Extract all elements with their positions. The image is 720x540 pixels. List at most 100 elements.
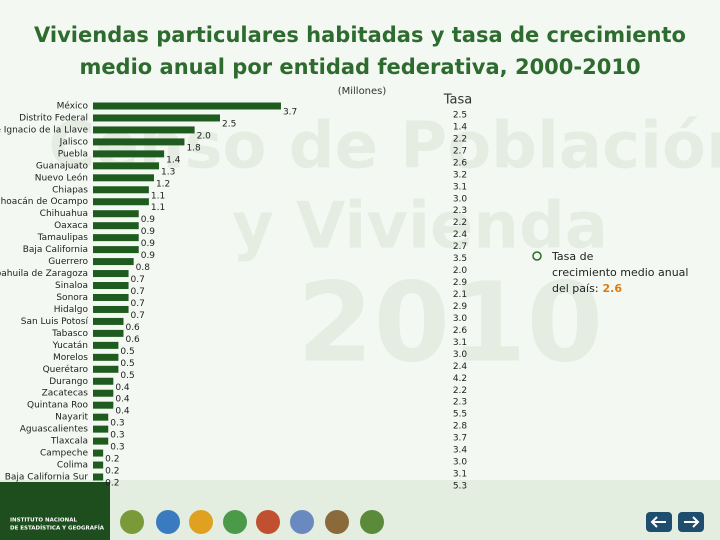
category-label: Nuevo León <box>35 172 88 183</box>
bar <box>93 437 109 445</box>
tasa-label: 3.0 <box>453 458 468 468</box>
note-line: Tasa de <box>551 250 594 263</box>
category-label: Oaxaca <box>54 221 88 231</box>
category-label: Guanajuato <box>36 161 89 171</box>
watermark: Censo de Población <box>49 110 720 184</box>
logo-box <box>0 482 110 540</box>
axis-label: (Millones) <box>338 86 387 97</box>
bar <box>93 329 124 337</box>
bar <box>93 282 129 290</box>
bar <box>93 425 109 433</box>
category-label: Michoacán de Ocampo <box>0 197 88 207</box>
tasa-label: 1.4 <box>453 122 468 132</box>
value-label: 0.4 <box>115 395 130 405</box>
bar <box>93 234 139 242</box>
category-label: Chiapas <box>52 185 88 195</box>
tasa-label: 2.1 <box>453 290 467 300</box>
category-label: Nayarit <box>55 413 88 423</box>
bar <box>93 341 119 349</box>
category-label: Sonora <box>56 293 88 303</box>
value-label: 0.9 <box>141 251 156 261</box>
note-value: 2.6 <box>603 282 623 295</box>
value-label: 0.2 <box>105 455 119 465</box>
value-label: 0.9 <box>141 215 156 225</box>
watermark: 2010 <box>297 258 603 386</box>
bar <box>93 365 119 373</box>
bar <box>93 353 119 361</box>
tasa-label: 3.0 <box>453 194 468 204</box>
bar <box>93 162 160 170</box>
value-label: 0.3 <box>110 419 124 429</box>
value-label: 0.2 <box>105 479 119 489</box>
footer-icons <box>120 510 384 534</box>
tasa-label: 2.2 <box>453 134 467 144</box>
bar <box>93 413 109 421</box>
bar <box>93 246 139 254</box>
value-label: 0.5 <box>120 359 134 369</box>
value-label: 1.4 <box>166 155 181 165</box>
value-label: 1.1 <box>151 191 165 201</box>
bar <box>93 449 104 457</box>
tasa-label: 2.8 <box>453 422 468 432</box>
category-label: Colima <box>57 461 88 471</box>
value-label: 0.2 <box>105 467 119 477</box>
value-label: 0.5 <box>120 347 134 357</box>
category-label: Morelos <box>53 353 88 363</box>
tasa-label: 2.4 <box>453 230 468 240</box>
tasa-label: 4.2 <box>453 374 467 384</box>
category-label: Tabasco <box>51 329 88 339</box>
tasa-label: 3.4 <box>453 446 468 456</box>
value-label: 1.2 <box>156 179 170 189</box>
bar <box>93 138 185 146</box>
value-label: 0.7 <box>131 287 145 297</box>
tasa-header: Tasa <box>443 93 473 108</box>
tasa-label: 5.3 <box>453 482 467 492</box>
tasa-label: 2.2 <box>453 218 467 228</box>
category-label: Coahuila de Zaragoza <box>0 269 88 279</box>
bar <box>93 174 154 182</box>
watermark: y Vivienda <box>232 190 608 264</box>
bar <box>93 186 149 194</box>
value-label: 0.7 <box>131 311 145 321</box>
category-label: Campeche <box>40 449 88 459</box>
tasa-label: 2.9 <box>453 302 468 312</box>
value-label: 0.4 <box>115 383 130 393</box>
bar <box>93 305 129 313</box>
value-label: 0.9 <box>141 239 156 249</box>
category-label: Veracruz de Ignacio de la Llave <box>0 125 88 135</box>
tasa-label: 3.0 <box>453 350 468 360</box>
next-arrow <box>684 516 700 528</box>
value-label: 0.5 <box>120 371 134 381</box>
value-label: 1.3 <box>161 167 175 177</box>
tasa-label: 3.1 <box>453 182 467 192</box>
tasa-label: 3.1 <box>453 338 467 348</box>
tasa-label: 3.2 <box>453 170 467 180</box>
value-label: 0.4 <box>115 407 130 417</box>
bar <box>93 126 195 134</box>
prev-arrow <box>650 516 666 528</box>
category-label: Durango <box>49 377 88 387</box>
value-label: 0.7 <box>131 275 145 285</box>
category-label: Yucatán <box>52 341 88 351</box>
tasa-label: 2.7 <box>453 146 467 156</box>
category-label: Tlaxcala <box>50 437 88 447</box>
tasa-label: 2.3 <box>453 206 467 216</box>
tasa-label: 5.5 <box>453 410 467 420</box>
bar <box>93 150 165 158</box>
bullet <box>532 251 542 261</box>
bar <box>93 461 104 469</box>
value-label: 0.6 <box>125 323 140 333</box>
note-line: del país: <box>552 282 599 295</box>
tasa-label: 2.4 <box>453 362 468 372</box>
tasa-label: 2.7 <box>453 242 467 252</box>
bar <box>93 473 104 481</box>
bar <box>93 114 220 122</box>
category-label: Sinaloa <box>55 281 88 291</box>
category-label: Distrito Federal <box>19 113 88 123</box>
bar <box>93 210 139 218</box>
bar <box>93 258 134 266</box>
category-label: Baja California <box>23 245 88 255</box>
category-label: Chihuahua <box>40 209 88 219</box>
value-label: 1.8 <box>186 143 201 153</box>
